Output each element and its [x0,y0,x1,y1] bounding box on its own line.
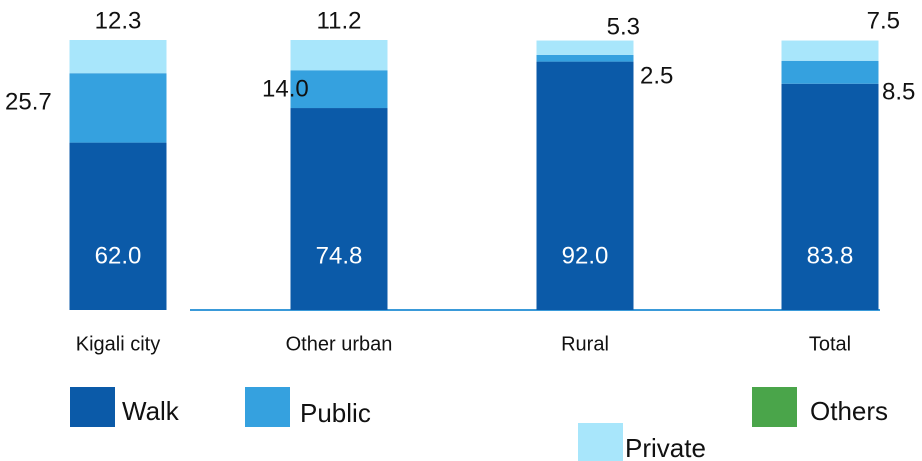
legend-label: Private [625,433,706,461]
value-label: 25.7 [5,88,52,115]
bar-segment [536,54,634,62]
x-tick-label: Kigali city [76,333,160,355]
value-label: 11.2 [317,7,362,34]
legend-swatch [752,387,797,427]
x-tick-label: Rural [561,333,609,355]
bar-segment [69,40,167,74]
value-label: 5.3 [607,13,640,40]
legend-swatch [578,423,623,461]
bar-segment [781,40,879,61]
legend-label: Walk [122,396,180,426]
value-label: 92.0 [562,242,609,269]
bar-segment [290,108,388,310]
bar-segment [290,70,388,109]
value-label: 12.3 [95,7,142,34]
legend-label: Public [300,398,371,428]
bar-segment [290,40,388,71]
value-label: 62.0 [95,242,142,269]
bar-segment [536,40,634,55]
bar-segment [69,142,167,310]
value-label: 83.8 [807,242,854,269]
legend-label: Others [810,396,888,426]
value-label: 7.5 [867,7,900,34]
x-tick-label: Other urban [286,333,393,355]
x-tick-label: Total [809,333,851,355]
value-label: 8.5 [882,78,915,105]
bar-segment [781,60,879,84]
value-label: 14.0 [262,75,309,102]
bar-segment [69,73,167,143]
bar-segment [781,83,879,311]
legend-swatch [245,387,290,427]
value-label: 2.5 [640,62,673,89]
bar-segment [536,61,634,310]
value-label: 74.8 [316,242,363,269]
legend-swatch [70,387,115,427]
